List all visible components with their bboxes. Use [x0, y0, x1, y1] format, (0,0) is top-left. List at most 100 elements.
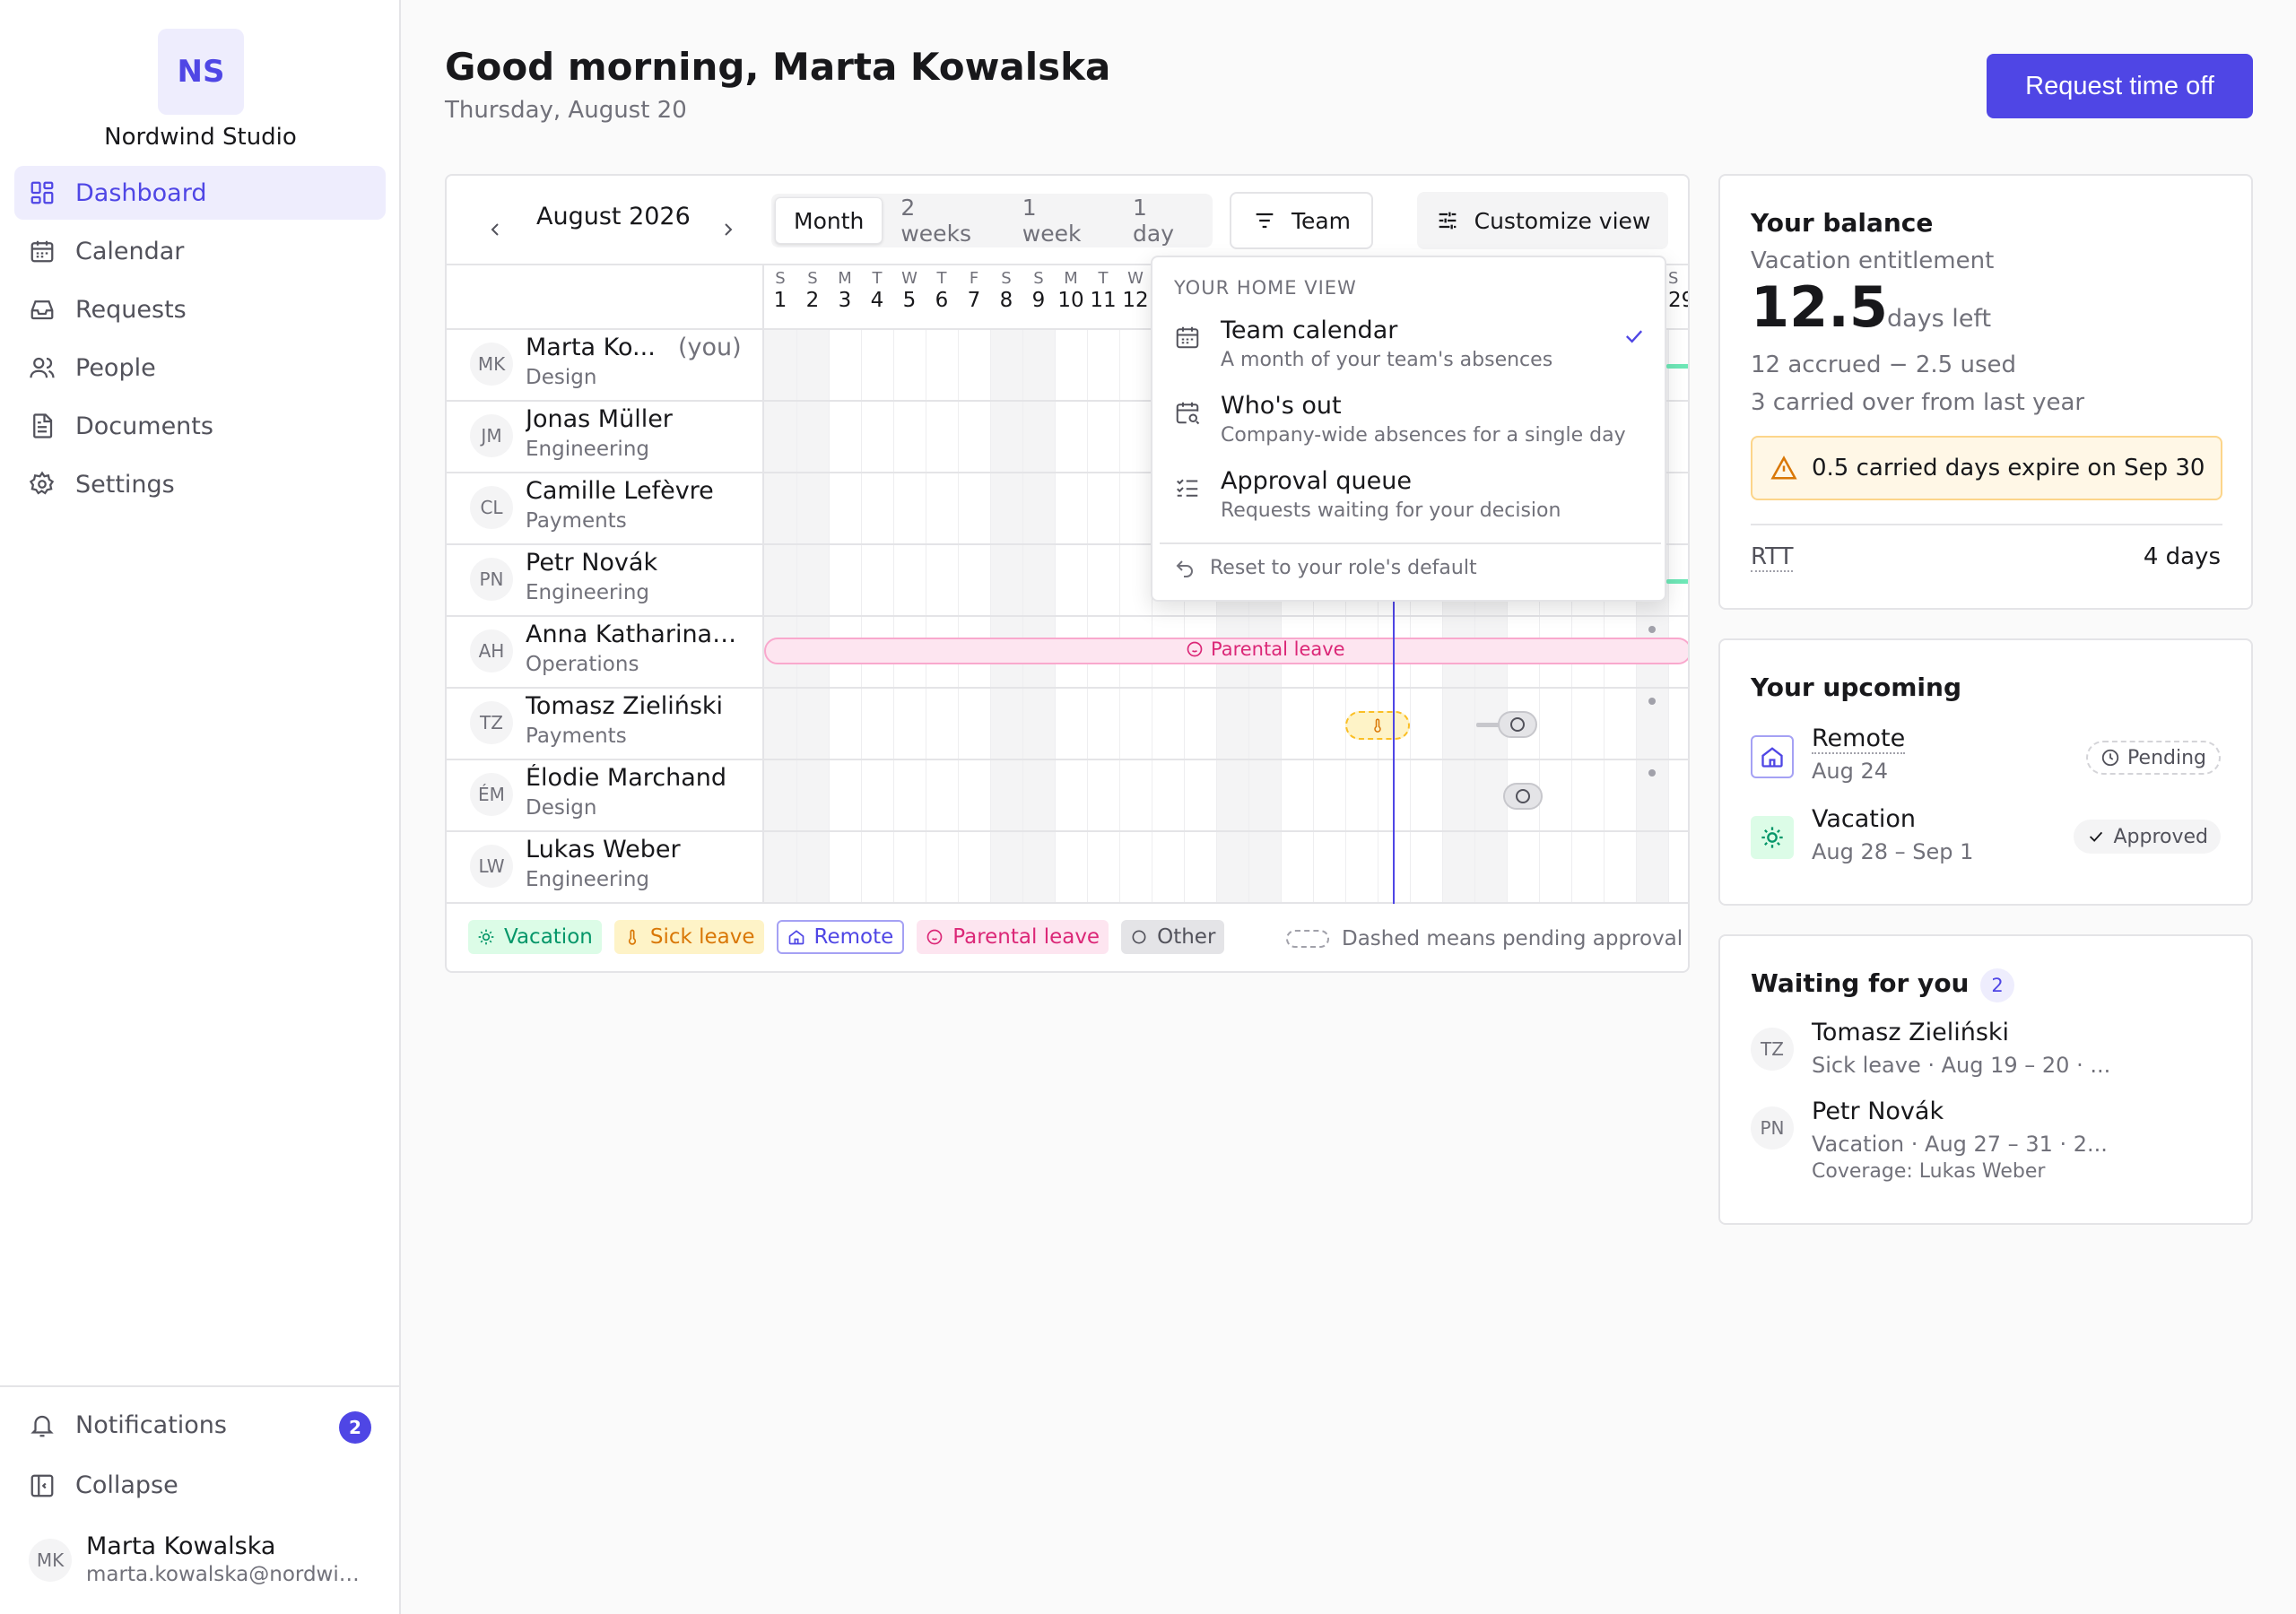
sick-leave-pending-bar[interactable]: [1345, 711, 1410, 740]
status-badge: Approved: [2074, 820, 2221, 854]
nav-item-requests[interactable]: Requests: [14, 282, 386, 336]
expiry-warning: 0.5 carried days expire on Sep 30: [1751, 436, 2222, 500]
menu-item-title: Team calendar: [1221, 317, 1398, 344]
view-month-tab[interactable]: Month: [775, 197, 883, 244]
day-letter: W: [901, 269, 918, 288]
waiting-item-name[interactable]: Tomasz Zieliński: [1812, 1019, 2010, 1046]
parental-leave-bar-label: Parental leave: [1186, 638, 1345, 660]
next-month-button[interactable]: [710, 212, 746, 247]
day-header: M 10: [1055, 269, 1087, 312]
day-number: 3: [838, 289, 852, 312]
notifications-button[interactable]: Notifications: [29, 1411, 227, 1439]
chevron-right-icon: [725, 223, 733, 236]
day-letter: S: [807, 269, 818, 288]
day-number: 29: [1668, 289, 1688, 312]
menu-item-approval-queue[interactable]: Approval queue Requests waiting for your…: [1174, 467, 1647, 535]
status-badge: Pending: [2086, 741, 2221, 775]
parental-leave-bar[interactable]: [764, 638, 1688, 664]
row-divider: [447, 830, 1688, 832]
day-header: S29: [1668, 269, 1688, 312]
thermometer-icon: [1374, 718, 1381, 733]
person-name[interactable]: Élodie Marchand: [526, 764, 727, 792]
collapse-button[interactable]: Collapse: [29, 1471, 178, 1499]
day-letter: S: [1668, 269, 1679, 288]
person-name[interactable]: Jonas Müller: [526, 405, 673, 433]
day-number: 10: [1057, 289, 1084, 312]
view-1-week-tab[interactable]: 1 week: [1022, 195, 1082, 247]
view-2-weeks-tab[interactable]: 2 weeks: [900, 195, 972, 247]
prev-month-button[interactable]: [477, 212, 513, 247]
thermometer-icon: [628, 929, 636, 945]
legend-parental-leave: Parental leave: [917, 920, 1109, 954]
person-name[interactable]: Lukas Weber: [526, 836, 681, 863]
sun-icon: [478, 929, 494, 945]
day-letter: T: [872, 269, 883, 288]
row-divider: [447, 400, 1688, 402]
calendar-icon: [30, 240, 54, 263]
person-name[interactable]: Tomasz Zieliński: [526, 692, 724, 720]
legend-remote: Remote: [776, 920, 905, 954]
rtt-value: 4 days: [2143, 543, 2221, 570]
reset-default-button[interactable]: Reset to your role's default: [1174, 557, 1477, 579]
nav-label: Dashboard: [75, 178, 207, 207]
person-name[interactable]: Petr Novák: [526, 549, 658, 577]
person-team: Engineering: [526, 438, 649, 461]
upcoming-item-name[interactable]: Remote: [1812, 725, 1906, 754]
dashed-swatch: [1286, 930, 1329, 948]
person-name[interactable]: Camille Lefèvre: [526, 477, 714, 505]
balance-accrued: 12 accrued − 2.5 used: [1751, 351, 2016, 378]
menu-item-description: A month of your team's absences: [1221, 349, 1553, 371]
nav-item-settings[interactable]: Settings: [14, 457, 386, 511]
customize-view-button[interactable]: Customize view: [1417, 192, 1668, 249]
baby-icon: [926, 929, 943, 945]
team-filter-button[interactable]: Team: [1230, 192, 1373, 249]
other-absence-bar[interactable]: [1503, 783, 1543, 810]
upcoming-item-name[interactable]: Vacation: [1812, 805, 1917, 833]
legend-label: Sick leave: [649, 925, 755, 949]
event-dot[interactable]: [1648, 698, 1656, 705]
person-name[interactable]: Anna Katharina ...: [526, 620, 741, 648]
clock-icon: [2101, 749, 2119, 767]
nav-item-documents[interactable]: Documents: [14, 399, 386, 453]
avatar[interactable]: MK: [29, 1539, 72, 1582]
view-1-day-tab[interactable]: 1 day: [1133, 195, 1175, 247]
day-letter: T: [1098, 269, 1109, 288]
waiting-item-detail: Vacation · Aug 27 – 31 · 2...: [1812, 1132, 2108, 1157]
vacation-bar[interactable]: [1666, 579, 1688, 584]
row-divider: [447, 902, 1688, 904]
request-time-off-button[interactable]: Request time off: [1987, 54, 2253, 118]
workspace-logo[interactable]: NS: [158, 29, 244, 115]
balance-card: Your balance Vacation entitlement 12.5 d…: [1718, 174, 2253, 610]
waiting-title: Waiting for you: [1751, 968, 1970, 998]
upcoming-title: Your upcoming: [1751, 672, 1961, 702]
nav-item-people[interactable]: People: [14, 341, 386, 395]
month-label: August 2026: [536, 203, 691, 230]
day-number: 8: [999, 289, 1013, 312]
event-dot[interactable]: [1648, 769, 1656, 777]
rtt-label[interactable]: RTT: [1751, 543, 1794, 572]
vacation-bar[interactable]: [1666, 364, 1688, 369]
waiting-item-name[interactable]: Petr Novák: [1812, 1098, 1944, 1125]
nav-label: Requests: [75, 295, 187, 324]
day-letter: S: [1033, 269, 1044, 288]
bell-icon: [30, 1415, 54, 1436]
day-number: 1: [773, 289, 787, 312]
event-dot[interactable]: [1648, 626, 1656, 633]
you-tag: (you): [678, 334, 742, 361]
menu-item-team-calendar[interactable]: Team calendar A month of your team's abs…: [1174, 317, 1647, 385]
upcoming-item-date: Aug 24: [1812, 759, 1889, 784]
waiting-count-badge: 2: [1980, 968, 2014, 1002]
nav-item-calendar[interactable]: Calendar: [14, 224, 386, 278]
gear-icon: [29, 471, 55, 495]
menu-item-whos-out[interactable]: Who's out Company-wide absences for a si…: [1174, 392, 1647, 460]
nav-item-dashboard[interactable]: Dashboard: [14, 166, 386, 220]
person-name[interactable]: Marta Ko...: [526, 334, 656, 361]
nav-label: Calendar: [75, 237, 185, 265]
avatar: CL: [470, 486, 513, 529]
user-name[interactable]: Marta Kowalska: [86, 1532, 276, 1560]
other-absence-bar[interactable]: [1498, 711, 1537, 738]
